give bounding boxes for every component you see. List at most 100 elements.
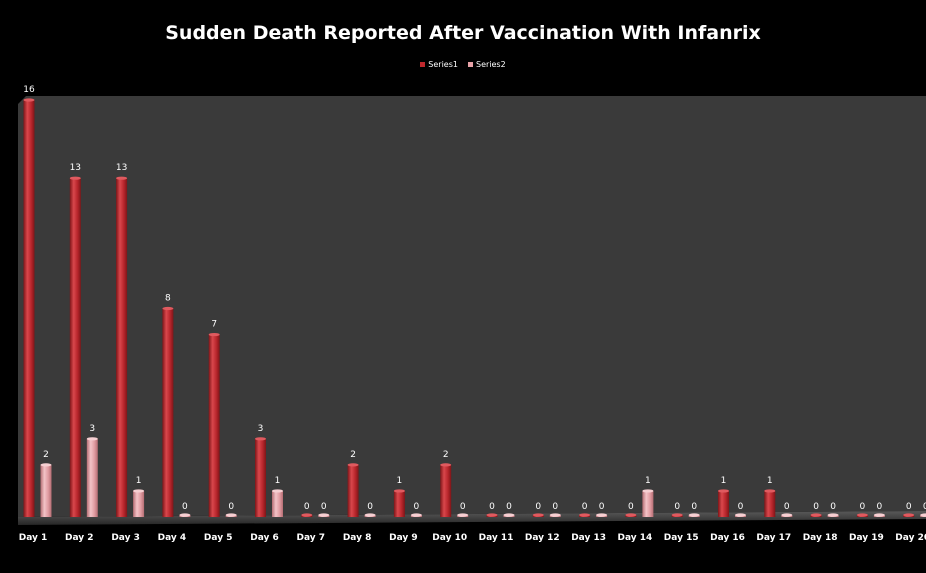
bar-body [208, 334, 220, 517]
bar-top [133, 489, 145, 493]
data-label-series1-18: 0 [813, 502, 819, 512]
data-label-series2-15: 0 [691, 502, 697, 512]
data-label-series1-14: 0 [628, 502, 634, 512]
x-tick-label-3: Day 3 [111, 533, 140, 543]
bar-series2-20 [920, 513, 926, 517]
bar-series2-16 [735, 513, 746, 517]
bar-top [671, 513, 683, 517]
bar-top [503, 513, 515, 517]
bar-body [718, 490, 729, 517]
bar-top [486, 513, 498, 517]
data-label-series1-19: 0 [860, 502, 866, 512]
x-tick-label-11: Day 11 [479, 533, 514, 543]
x-tick-label-20: Day 20 [895, 533, 926, 543]
bar-series1-11 [486, 513, 498, 517]
bar-series1-19 [856, 513, 868, 517]
bar-body [162, 308, 174, 517]
x-tick-label-9: Day 9 [389, 533, 418, 543]
bar-series1-3 [116, 176, 128, 517]
data-label-series2-13: 0 [599, 502, 605, 512]
bar-body [347, 464, 359, 517]
data-label-series1-8: 2 [350, 450, 356, 460]
x-tick-label-16: Day 16 [710, 533, 745, 543]
bar-series2-3 [133, 489, 145, 517]
data-label-series1-7: 0 [304, 502, 310, 512]
bar-top [549, 513, 561, 517]
chart-title: Sudden Death Reported After Vaccination … [165, 22, 761, 44]
data-label-series1-20: 0 [906, 502, 912, 512]
legend-label-series2: Series2 [476, 60, 506, 69]
bar-top [810, 513, 822, 517]
data-label-series2-3: 1 [136, 476, 142, 486]
data-label-series1-12: 0 [535, 502, 541, 512]
bar-body [133, 490, 145, 517]
bar-series1-6 [255, 437, 266, 517]
bar-top [23, 98, 35, 102]
x-tick-label-7: Day 7 [297, 533, 326, 543]
bar-series2-12 [549, 513, 561, 517]
bar-series1-16 [718, 489, 729, 517]
bar-top [179, 513, 191, 517]
data-label-series2-18: 0 [830, 502, 836, 512]
bar-series2-10 [457, 513, 469, 517]
bar-top [208, 332, 220, 337]
bar-top [688, 513, 700, 517]
bar-series2-2 [86, 437, 98, 517]
bar-top [116, 176, 128, 180]
x-tick-label-10: Day 10 [432, 533, 467, 543]
data-label-series1-11: 0 [489, 502, 495, 512]
bar-top [625, 513, 637, 517]
x-tick-label-15: Day 15 [664, 533, 699, 543]
bar-top [532, 513, 544, 517]
bar-series1-8 [347, 463, 359, 517]
data-label-series2-1: 2 [43, 450, 49, 460]
bar-top [856, 513, 868, 517]
x-tick-label-18: Day 18 [803, 533, 838, 543]
bar-top [69, 176, 81, 180]
bar-top [410, 513, 422, 517]
data-label-series1-17: 1 [767, 476, 773, 486]
bar-top [318, 513, 330, 517]
x-tick-label-13: Day 13 [571, 533, 606, 543]
bar-top [903, 513, 915, 517]
data-label-series2-2: 3 [89, 424, 95, 434]
legend-label-series1: Series1 [428, 60, 458, 69]
data-label-series2-11: 0 [506, 502, 512, 512]
data-label-series2-5: 0 [228, 502, 234, 512]
data-label-series2-9: 0 [414, 502, 420, 512]
plot-area [18, 96, 926, 517]
data-label-series1-16: 1 [721, 476, 727, 486]
bar-top [920, 513, 926, 517]
bar-body [255, 438, 266, 517]
bar-body [116, 178, 128, 517]
data-label-series2-10: 0 [460, 502, 466, 512]
x-tick-label-14: Day 14 [618, 533, 653, 543]
bar-series2-8 [364, 513, 376, 517]
x-tick-label-19: Day 19 [849, 533, 884, 543]
bar-series1-13 [579, 513, 591, 517]
bar-series2-17 [781, 513, 793, 517]
bar-body [393, 490, 405, 517]
bar-top [272, 489, 283, 493]
bar-series2-4 [179, 513, 191, 517]
legend-swatch-series2 [468, 62, 473, 67]
bar-series1-2 [69, 176, 81, 517]
data-label-series2-16: 0 [738, 502, 744, 512]
bar-series1-10 [440, 463, 452, 517]
x-tick-label-12: Day 12 [525, 533, 560, 543]
bar-series2-14 [642, 489, 654, 517]
bar-top [440, 463, 452, 467]
bar-top [255, 437, 266, 441]
bar-series2-9 [410, 513, 422, 517]
data-label-series2-7: 0 [321, 502, 327, 512]
bar-body [764, 490, 776, 517]
x-tick-label-17: Day 17 [756, 533, 791, 543]
x-tick-label-1: Day 1 [19, 533, 48, 543]
bar-series1-20 [903, 513, 915, 517]
legend-item-series2: Series2 [468, 60, 506, 69]
bar-series2-1 [40, 463, 52, 517]
bar-series2-13 [596, 513, 608, 517]
bar-top [301, 513, 313, 517]
